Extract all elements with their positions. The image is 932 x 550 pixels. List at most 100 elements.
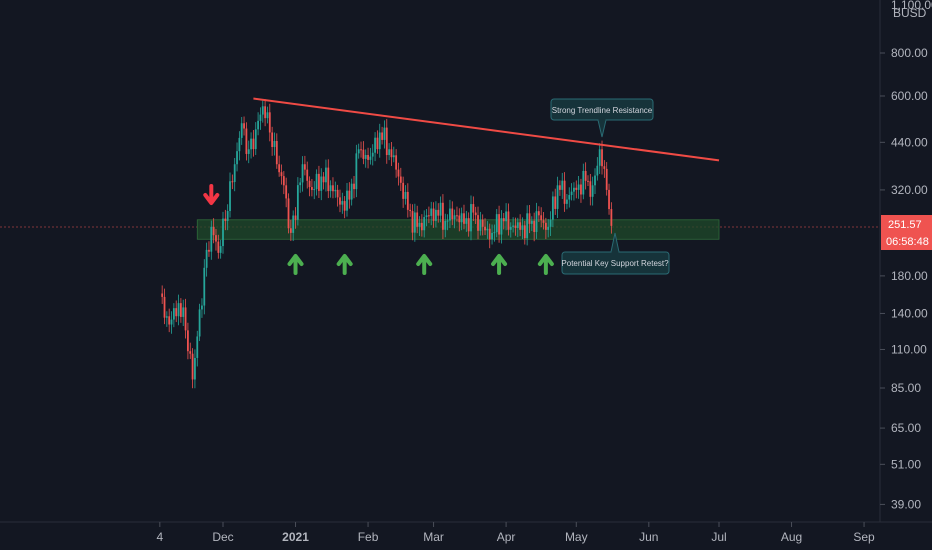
candle-body [420, 222, 423, 231]
candle-body [533, 220, 536, 232]
candle-body [523, 225, 526, 239]
y-tick-label: 600.00 [891, 89, 928, 103]
candle-body [530, 220, 533, 224]
candle-body [500, 218, 503, 235]
candle-body [584, 170, 587, 181]
candle-body [273, 141, 276, 147]
candle-body [177, 303, 180, 317]
price-axis[interactable]: 1,100.00 BUSD 800.00 600.00 440.00 320.00 18… [879, 0, 932, 522]
arrow-up-icon [336, 254, 353, 275]
candle-body [551, 196, 554, 220]
candle-body [381, 132, 383, 140]
candle-body [430, 208, 433, 216]
candle-body [299, 182, 302, 186]
candle-body [371, 152, 374, 157]
candle-body [184, 307, 187, 331]
candle-body [320, 176, 323, 191]
candle-body [413, 212, 416, 233]
note-support[interactable]: Potential Key Support Retest? [561, 232, 670, 275]
candle-body [252, 138, 255, 150]
candle-body [465, 218, 468, 224]
unit-label: BUSD [893, 6, 927, 20]
support-zone-rect [196, 219, 720, 240]
arrow-down-icon [203, 184, 220, 205]
candle-body [325, 167, 327, 183]
candle-body [418, 222, 421, 227]
candle-body [502, 218, 505, 222]
y-tick-label: 440.00 [891, 135, 928, 149]
arrow-up-icon [491, 254, 508, 275]
candle-body [165, 316, 168, 318]
trendline-segment [253, 97, 720, 162]
candle-body [224, 218, 227, 221]
x-tick-label: May [565, 530, 588, 544]
candle-body [528, 213, 531, 224]
candle-body [554, 196, 557, 209]
candle-body [238, 137, 241, 152]
candle-body [329, 185, 332, 192]
y-tick-label: 39.00 [891, 497, 921, 511]
candle-body [432, 208, 435, 221]
candle-body [472, 204, 475, 213]
candle-body [364, 154, 367, 159]
candle-body [542, 220, 545, 223]
candle-body [179, 303, 182, 317]
candle-body [566, 199, 568, 204]
candle-body [570, 191, 573, 196]
candle-body [219, 246, 222, 253]
candle-body [348, 190, 351, 200]
candle-body [456, 215, 458, 217]
candle-body [589, 181, 592, 197]
candle-body [170, 319, 173, 325]
candle-body [196, 336, 199, 358]
candle-body [296, 185, 299, 220]
arrow-up-icon [537, 254, 554, 275]
candle-body [540, 215, 543, 221]
candle-body [451, 208, 454, 220]
candle-body [608, 189, 610, 210]
time-axis[interactable]: 4 Dec 2021 Feb Mar Apr May Jun Jul Aug Sep [0, 521, 932, 544]
candle-body [378, 132, 381, 150]
candle-body [594, 175, 596, 186]
y-tick-label: 320.00 [891, 183, 928, 197]
y-tick-label: 65.00 [891, 421, 921, 435]
candle-body [610, 209, 613, 226]
candle-body [477, 215, 479, 231]
candle-body [383, 127, 386, 140]
candle-body [168, 316, 171, 325]
candle-body [189, 351, 192, 354]
candle-body [182, 307, 185, 317]
candle-body [516, 222, 519, 228]
candle-body [243, 123, 245, 129]
note-resistance[interactable]: Strong Trendline Resistance [550, 98, 654, 138]
candle-body [294, 215, 297, 220]
candle-body [521, 225, 524, 230]
candle-body [549, 219, 552, 227]
arrow-up-icon [287, 254, 304, 275]
candle-body [427, 215, 430, 217]
candle-body [598, 149, 601, 166]
candle-body [346, 190, 348, 211]
candle-body [341, 201, 344, 205]
arrow-up-icon [416, 254, 433, 275]
y-tick-label: 85.00 [891, 381, 921, 395]
candle-body [217, 241, 220, 253]
candle-body [439, 202, 442, 216]
candle-body [575, 187, 578, 190]
candle-body [568, 195, 571, 200]
candle-body [240, 123, 243, 138]
candle-body [519, 222, 522, 230]
candle-body [233, 164, 236, 182]
candle-body [385, 127, 388, 156]
candle-body [580, 184, 582, 195]
x-tick-label: Dec [212, 530, 233, 544]
candle-body [390, 149, 393, 158]
candle-body [535, 211, 538, 232]
candle-body [493, 232, 496, 234]
candle-body [172, 308, 175, 320]
candle-body [357, 149, 360, 154]
y-tick-label: 110.00 [891, 342, 927, 356]
candle-body [247, 149, 250, 154]
candle-body [282, 176, 285, 186]
